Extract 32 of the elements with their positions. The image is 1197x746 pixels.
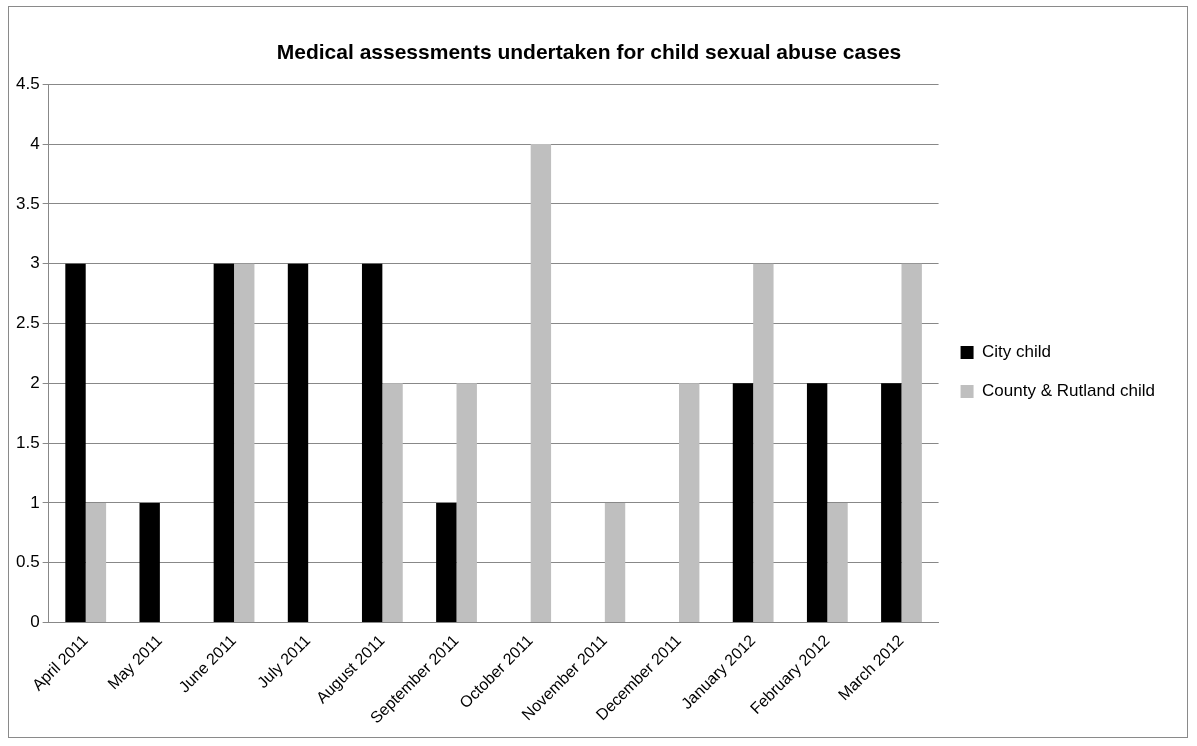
y-tick-label: 2.5 <box>15 313 40 333</box>
bar <box>827 502 848 623</box>
chart-title: Medical assessments undertaken for child sexual abuse cases <box>276 40 902 64</box>
bar <box>234 263 255 623</box>
y-tick-label: 3 <box>30 253 40 273</box>
bar <box>806 383 828 623</box>
bar <box>604 502 626 623</box>
y-tick-label: 2 <box>30 373 40 392</box>
bar <box>753 263 774 623</box>
legend-label: City child <box>982 342 1052 362</box>
bar <box>901 263 922 623</box>
bar <box>881 383 902 623</box>
bar <box>287 263 309 623</box>
bar <box>456 383 477 623</box>
bar <box>732 383 754 623</box>
bar <box>382 383 403 623</box>
bar <box>530 144 552 623</box>
y-tick-label: 3.5 <box>15 193 40 213</box>
y-tick-label: 4 <box>30 133 40 153</box>
bar <box>361 263 383 623</box>
bar <box>65 263 86 623</box>
bar <box>139 502 160 623</box>
y-tick-label: 1.5 <box>15 432 40 452</box>
bar <box>679 383 700 623</box>
bar <box>436 502 457 623</box>
bar <box>85 502 107 623</box>
legend-label: County & Rutland child <box>982 381 1156 401</box>
y-tick-label: 4.5 <box>15 73 40 93</box>
y-tick-label: 1 <box>30 492 40 512</box>
y-tick-label: 0 <box>30 612 40 632</box>
y-tick-label: 0.5 <box>15 552 40 572</box>
bar <box>213 263 235 623</box>
